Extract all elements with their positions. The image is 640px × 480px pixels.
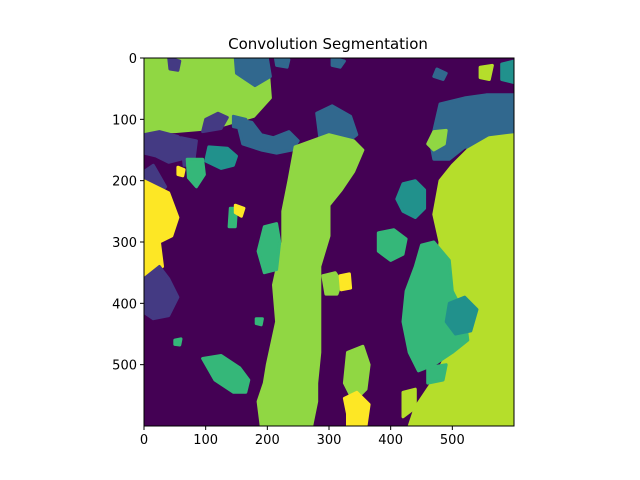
x-tick-label: 200 bbox=[255, 433, 280, 448]
segment-region-green-teal bbox=[201, 354, 251, 394]
segment-region-green-teal bbox=[401, 240, 470, 373]
segment-region-dark-teal bbox=[233, 58, 272, 88]
segment-region-teal bbox=[395, 179, 427, 219]
segment-region-green-teal bbox=[376, 228, 408, 262]
segment-region-teal bbox=[204, 145, 238, 170]
chart-title: Convolution Segmentation bbox=[228, 35, 428, 53]
segment-region-dark-teal bbox=[432, 67, 448, 81]
segment-region-dark-teal bbox=[330, 58, 346, 69]
segment-region-purple-blue bbox=[144, 130, 189, 164]
segment-region-lime-green bbox=[342, 344, 371, 403]
segment-region-lime-green bbox=[321, 271, 343, 296]
x-tick-label: 300 bbox=[317, 433, 342, 448]
segment-region-green-teal bbox=[254, 317, 264, 327]
segment-region-yellow bbox=[342, 390, 371, 426]
segment-region-teal bbox=[500, 59, 514, 84]
segment-region-dark-teal bbox=[235, 117, 300, 155]
segment-region-purple-blue bbox=[144, 265, 180, 321]
y-tick-label: 0 bbox=[129, 52, 137, 67]
segment-region-lime-green bbox=[256, 133, 365, 426]
segment-region-yellow bbox=[176, 165, 186, 178]
x-axis: 0 100 200 300 400 500 bbox=[140, 426, 465, 448]
plot-area bbox=[143, 57, 515, 427]
y-tick-label: 100 bbox=[112, 113, 137, 128]
x-tick-label: 400 bbox=[378, 433, 403, 448]
x-tick-label: 500 bbox=[440, 433, 465, 448]
segment-region-yellow bbox=[233, 203, 246, 218]
segment-region-yellow-green bbox=[401, 387, 417, 419]
segment-region-green-teal bbox=[185, 157, 206, 189]
segment-region-purple-blue bbox=[201, 111, 229, 134]
y-tick-label: 500 bbox=[112, 359, 137, 374]
y-axis: 0 100 200 300 400 500 bbox=[112, 52, 144, 374]
segment-region-teal bbox=[444, 295, 479, 336]
segment-region-green-teal bbox=[256, 222, 282, 275]
x-tick-label: 100 bbox=[193, 433, 218, 448]
segment-region-green-teal bbox=[426, 363, 448, 385]
segmentation-regions bbox=[144, 58, 514, 426]
segment-region-yellow-green bbox=[478, 63, 494, 81]
segment-region-dark-teal bbox=[273, 58, 291, 69]
y-tick-label: 200 bbox=[112, 175, 137, 190]
segment-region-purple-blue bbox=[167, 58, 182, 72]
y-tick-label: 300 bbox=[112, 236, 137, 251]
segment-region-lime-green bbox=[426, 128, 448, 152]
x-tick-label: 0 bbox=[140, 433, 148, 448]
segment-region-yellow bbox=[144, 179, 180, 278]
segment-region-green-teal bbox=[173, 337, 183, 347]
y-tick-label: 400 bbox=[112, 297, 137, 312]
segment-region-yellow bbox=[338, 272, 353, 292]
